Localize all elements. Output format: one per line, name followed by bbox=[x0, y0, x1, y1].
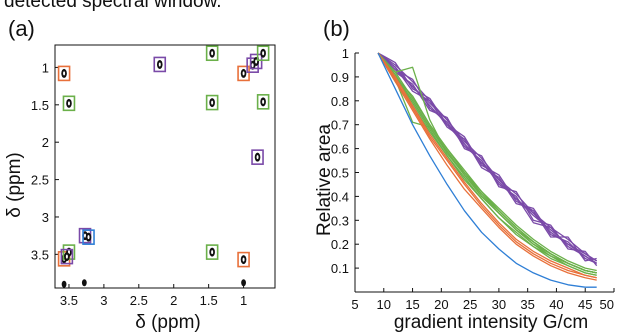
panel-a-peak-box bbox=[256, 45, 270, 62]
panel-b-xtick-label: 5 bbox=[351, 297, 358, 312]
panel-a-peak-core bbox=[84, 233, 87, 238]
panel-a-ticks: 3.5 3 2.5 2 1.5 1 1 1.5 2 2.5 3 3.5 bbox=[31, 60, 247, 308]
panel-a-peak-core bbox=[242, 257, 245, 262]
panel-a-peak-box bbox=[205, 94, 219, 111]
panel-b-ylabel: Relative area bbox=[314, 124, 335, 236]
panel-a-peak-box bbox=[57, 65, 71, 82]
panel-a-xlabel: δ (ppm) bbox=[135, 312, 200, 332]
panel-b-ytick-label: 0.2 bbox=[331, 237, 349, 252]
panel-b-xtick-label: 10 bbox=[377, 297, 391, 312]
panel-a-peak-core bbox=[262, 51, 265, 56]
panel-a-peak-box bbox=[62, 95, 76, 112]
panel-b: (b) 5 10 15 20 25 30 35 40 45 50 0.1 0.2 0.3 0.4 0.5 0.… bbox=[314, 16, 615, 332]
panel-b-series-line-orange bbox=[377, 52, 597, 279]
panel-a-peak-box bbox=[251, 149, 264, 165]
panel-a-peak-unboxed bbox=[81, 279, 87, 287]
panel-b-xtick-label: 30 bbox=[492, 297, 506, 312]
panel-a-peak-box bbox=[205, 244, 219, 260]
panel-b-xtick-label: 20 bbox=[434, 297, 448, 312]
panel-b-ticks: 5 10 15 20 25 30 35 40 45 50 0.1 0.2 0.3 0.4 0.5 0.6 0.7… bbox=[331, 46, 615, 312]
panel-b-series-line-orange bbox=[377, 52, 597, 281]
panel-b-ytick-label: 0.8 bbox=[331, 94, 349, 109]
panel-a-peak-core bbox=[65, 254, 68, 259]
panel-a-peak-core bbox=[262, 99, 265, 104]
panel-a-ylabel: δ (ppm) bbox=[4, 152, 25, 217]
panel-b-series-line-green bbox=[377, 52, 597, 272]
panel-b-ytick-label: 1 bbox=[342, 46, 349, 61]
panel-a-xtick-label: 2 bbox=[170, 293, 177, 308]
panel-b-ytick-label: 0.9 bbox=[331, 70, 349, 85]
panel-a-xtick-label: 3.5 bbox=[60, 293, 78, 308]
panel-b-xtick-label: 15 bbox=[405, 297, 419, 312]
panel-a-peak-core bbox=[211, 250, 214, 255]
panel-a-peak-core bbox=[256, 155, 259, 160]
panel-a-peak-box bbox=[249, 53, 263, 70]
panel-b-lines bbox=[377, 52, 598, 288]
panel-a-xtick-label: 2.5 bbox=[130, 293, 148, 308]
panel-b-xtick-label: 40 bbox=[549, 297, 563, 312]
panel-b-xtick-label: 25 bbox=[463, 297, 477, 312]
panel-b-ytick-label: 0.3 bbox=[331, 213, 349, 228]
panel-a-peak-core bbox=[63, 71, 66, 76]
panel-a-ytick-label: 2 bbox=[42, 135, 49, 150]
panel-b-xtick-label: 35 bbox=[520, 297, 534, 312]
panel-a-peak-box bbox=[246, 57, 259, 73]
panel-a-ytick-label: 2.5 bbox=[31, 173, 49, 188]
panel-a-ytick-label: 1 bbox=[42, 60, 49, 75]
panel-b-xtick-label: 50 bbox=[600, 297, 614, 312]
panel-a-peak-box bbox=[205, 45, 219, 62]
panel-b-series-line-purple bbox=[377, 52, 597, 262]
panel-a-peak-box bbox=[153, 56, 167, 73]
panel-a-peak-box bbox=[237, 251, 250, 268]
panel-b-series-line-purple bbox=[377, 52, 598, 262]
header-fragment: detected spectral window. bbox=[4, 0, 222, 12]
panel-a-ytick-label: 1.5 bbox=[31, 98, 49, 113]
panel-a-peak-core bbox=[251, 63, 254, 68]
panel-b-series-line-blue bbox=[377, 52, 597, 288]
panel-b-ytick-label: 0.1 bbox=[331, 261, 349, 276]
panel-b-xlabel: gradient intensity G/cm bbox=[394, 312, 588, 332]
panel-a-peak-box bbox=[60, 248, 74, 265]
panel-a-xtick-label: 3 bbox=[100, 293, 107, 308]
panel-a-peak-box bbox=[82, 229, 95, 245]
panel-b-series-line-purple bbox=[377, 52, 598, 264]
panel-b-label: (b) bbox=[323, 16, 350, 41]
panel-a-peak-core bbox=[67, 101, 70, 106]
panel-a-peak-core bbox=[158, 62, 161, 67]
panel-a-peak-core bbox=[255, 59, 258, 64]
panel-a-frame bbox=[54, 44, 276, 289]
panel-b-axes bbox=[354, 53, 614, 293]
panel-a-peak-box bbox=[237, 65, 250, 82]
panel-a-label: (a) bbox=[8, 16, 35, 41]
panel-b-xtick-label: 45 bbox=[578, 297, 592, 312]
panel-a-peak-box bbox=[256, 94, 270, 110]
panel-b-series-line-orange bbox=[377, 52, 597, 279]
panel-b-ytick-label: 0.6 bbox=[331, 142, 349, 157]
panel-a-peak-core bbox=[87, 235, 90, 240]
panel-b-series-line-green bbox=[377, 52, 597, 274]
panel-a-xtick-label: 1 bbox=[240, 293, 247, 308]
panel-a: (a) 3.5 3 2.5 2 1.5 1 1 1.5 2 2.5 3 3.5 δ (ppm) δ (… bbox=[4, 16, 276, 332]
panel-a-peak-unboxed bbox=[241, 279, 246, 287]
panel-b-ytick-label: 0.4 bbox=[331, 189, 349, 204]
panel-a-axes bbox=[54, 44, 276, 289]
panel-b-ytick-label: 0.7 bbox=[331, 118, 349, 133]
panel-a-ytick-label: 3.5 bbox=[31, 247, 49, 262]
panel-a-peaks bbox=[57, 45, 270, 288]
panel-a-peak-unboxed bbox=[61, 280, 67, 288]
panel-a-peak-core bbox=[242, 71, 245, 76]
panel-a-ytick-label: 3 bbox=[42, 210, 49, 225]
panel-a-peak-core bbox=[211, 100, 214, 105]
panel-a-xtick-label: 1.5 bbox=[200, 293, 218, 308]
panel-b-ytick-label: 0.5 bbox=[331, 166, 349, 181]
panel-a-peak-core bbox=[211, 51, 214, 56]
